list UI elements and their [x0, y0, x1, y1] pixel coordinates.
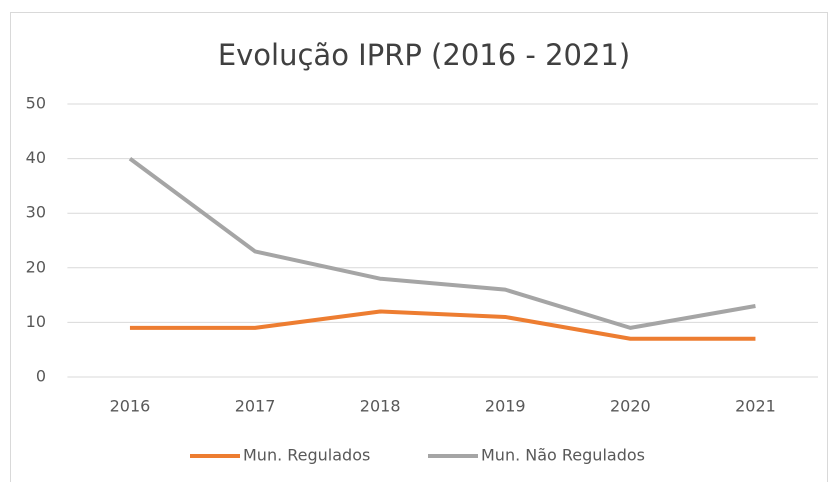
x-tick-label: 2020 — [610, 397, 651, 416]
legend-label: Mun. Regulados — [243, 446, 370, 465]
x-tick-label: 2018 — [360, 397, 401, 416]
x-tick-label: 2021 — [735, 397, 776, 416]
x-tick-label: 2017 — [235, 397, 276, 416]
y-tick-label: 50 — [26, 94, 46, 113]
series-line — [129, 309, 756, 341]
y-tick-label: 0 — [36, 367, 46, 386]
legend-label: Mun. Não Regulados — [481, 446, 645, 465]
x-tick-label: 2016 — [110, 397, 151, 416]
y-tick-label: 40 — [26, 148, 46, 167]
y-tick-label: 10 — [26, 312, 46, 331]
chart-title: Evolução IPRP (2016 - 2021) — [218, 38, 630, 72]
chart-frame — [10, 12, 828, 482]
y-tick-label: 20 — [26, 257, 46, 276]
x-tick-label: 2019 — [485, 397, 526, 416]
y-tick-label: 30 — [26, 203, 46, 222]
series-line — [128, 156, 756, 330]
